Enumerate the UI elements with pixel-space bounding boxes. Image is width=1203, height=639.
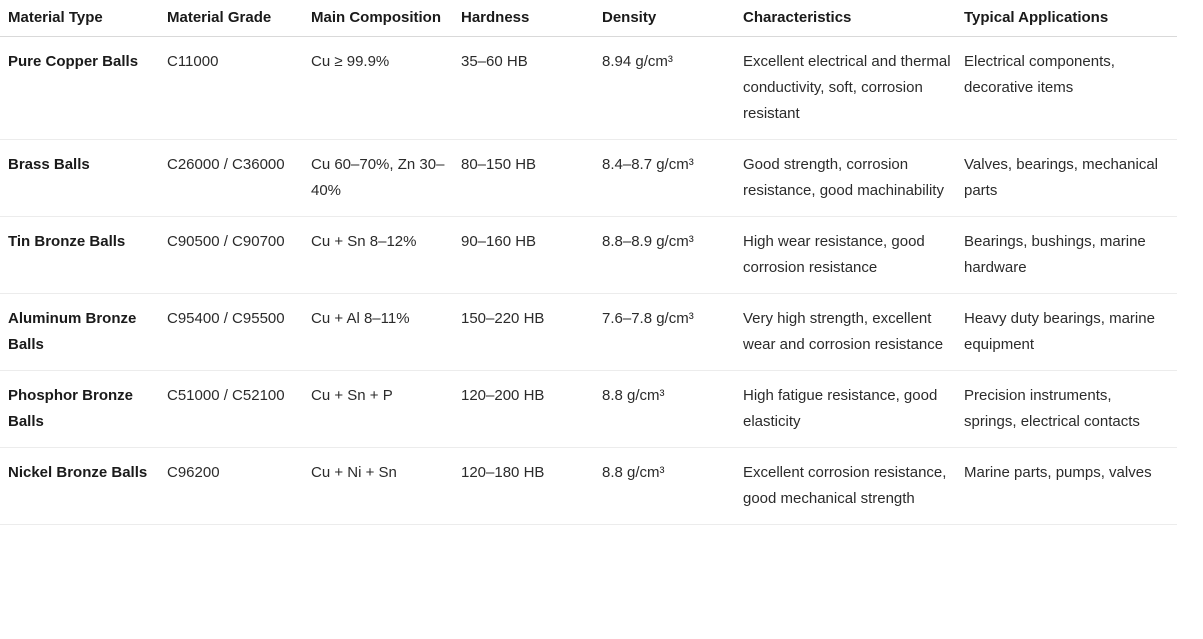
table-cell: Valves, bearings, mechanical parts: [964, 139, 1177, 217]
table-cell: Cu ≥ 99.9%: [311, 36, 461, 140]
table-cell: C26000 / C36000: [167, 139, 311, 217]
table-cell: High wear resistance, good corrosion res…: [743, 216, 964, 294]
table-cell: Pure Copper Balls: [0, 36, 167, 140]
table-cell: 80–150 HB: [461, 139, 602, 217]
table-row: Nickel Bronze Balls C96200 Cu + Ni + Sn 120…: [0, 447, 1177, 525]
table-cell: 120–200 HB: [461, 370, 602, 448]
table-cell: Heavy duty bearings, marine equipment: [964, 293, 1177, 371]
table-cell: Good strength, corrosion resistance, goo…: [743, 139, 964, 217]
table-row: Phosphor Bronze Balls C51000 / C52100 Cu +…: [0, 370, 1177, 448]
column-header: Typical Applications: [964, 0, 1177, 37]
table-cell: C11000: [167, 36, 311, 140]
table-cell: 8.8–8.9 g/cm³: [602, 216, 743, 294]
table-cell: 8.94 g/cm³: [602, 36, 743, 140]
table-cell: Precision instruments, springs, electric…: [964, 370, 1177, 448]
table-cell: Electrical components, decorative items: [964, 36, 1177, 140]
table-cell: 8.8 g/cm³: [602, 370, 743, 448]
table-cell: 8.4–8.7 g/cm³: [602, 139, 743, 217]
table-cell: Cu + Sn 8–12%: [311, 216, 461, 294]
table-cell: Cu 60–70%, Zn 30–40%: [311, 139, 461, 217]
table-cell: 8.8 g/cm³: [602, 447, 743, 525]
table-row: Tin Bronze Balls C90500 / C90700 Cu + Sn 8…: [0, 216, 1177, 294]
column-header: Main Composition: [311, 0, 461, 37]
table-cell: Cu + Sn + P: [311, 370, 461, 448]
table-cell: Brass Balls: [0, 139, 167, 217]
table-cell: Cu + Al 8–11%: [311, 293, 461, 371]
table-cell: High fatigue resistance, good elasticity: [743, 370, 964, 448]
table-cell: Phosphor Bronze Balls: [0, 370, 167, 448]
table-cell: Excellent electrical and thermal conduct…: [743, 36, 964, 140]
table-cell: Marine parts, pumps, valves: [964, 447, 1177, 525]
table-cell: C96200: [167, 447, 311, 525]
column-header: Characteristics: [743, 0, 964, 37]
table-cell: 90–160 HB: [461, 216, 602, 294]
table-row: Pure Copper Balls C11000 Cu ≥ 99.9% 35–60 H…: [0, 36, 1177, 140]
column-header: Hardness: [461, 0, 602, 37]
table-body: Pure Copper Balls C11000 Cu ≥ 99.9% 35–60 H…: [0, 36, 1177, 525]
table-cell: Tin Bronze Balls: [0, 216, 167, 294]
table-cell: 120–180 HB: [461, 447, 602, 525]
column-header: Material Grade: [167, 0, 311, 37]
table-row: Brass Balls C26000 / C36000 Cu 60–70%, Zn …: [0, 139, 1177, 217]
materials-table: Material Type Material Grade Main Composit…: [0, 0, 1177, 525]
table-cell: Very high strength, excellent wear and c…: [743, 293, 964, 371]
column-header: Density: [602, 0, 743, 37]
table-cell: Aluminum Bronze Balls: [0, 293, 167, 371]
table-cell: C90500 / C90700: [167, 216, 311, 294]
table-cell: C51000 / C52100: [167, 370, 311, 448]
table-cell: Bearings, bushings, marine hardware: [964, 216, 1177, 294]
table-cell: 150–220 HB: [461, 293, 602, 371]
header-row: Material Type Material Grade Main Composit…: [0, 0, 1177, 37]
table-cell: 35–60 HB: [461, 36, 602, 140]
table-cell: Excellent corrosion resistance, good mec…: [743, 447, 964, 525]
table-cell: 7.6–7.8 g/cm³: [602, 293, 743, 371]
table-cell: C95400 / C95500: [167, 293, 311, 371]
table-cell: Nickel Bronze Balls: [0, 447, 167, 525]
table-cell: Cu + Ni + Sn: [311, 447, 461, 525]
table-row: Aluminum Bronze Balls C95400 / C95500 Cu +…: [0, 293, 1177, 371]
column-header: Material Type: [0, 0, 167, 37]
